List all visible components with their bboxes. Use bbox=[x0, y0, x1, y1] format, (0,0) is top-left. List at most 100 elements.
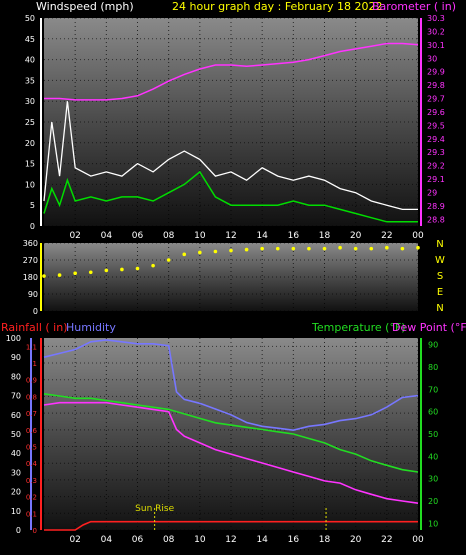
wind-gust-line bbox=[43, 101, 418, 211]
wind-tick-label: 35 bbox=[25, 76, 35, 85]
barometer-tick-label: 29.7 bbox=[427, 95, 445, 104]
direction-point bbox=[198, 250, 202, 255]
rain-tick-label: 0.7 bbox=[26, 410, 37, 418]
compass-label: W bbox=[435, 255, 445, 266]
direction-point bbox=[275, 246, 280, 251]
x-tick-label: 00 bbox=[412, 535, 424, 545]
rain-tick-label: 0.4 bbox=[26, 460, 38, 468]
barometer-tick-label: 29.5 bbox=[427, 121, 445, 130]
barometer-tick-label: 29.8 bbox=[427, 81, 445, 90]
climate-x-axis: 02 04 06 08 10 12 14 16 18 20 22 00 bbox=[69, 535, 424, 545]
humidity-tick-label: 20 bbox=[11, 488, 21, 497]
wind-tick-label: 25 bbox=[25, 118, 35, 127]
barometer-tick-label: 29.2 bbox=[427, 162, 445, 171]
sunrise-label: Sun Rise bbox=[135, 504, 174, 514]
wind-series bbox=[43, 42, 419, 223]
rain-tick-label: 0.3 bbox=[26, 477, 37, 485]
x-tick-label: 16 bbox=[288, 535, 300, 545]
direction-point bbox=[166, 258, 171, 262]
x-tick-label: 06 bbox=[132, 535, 144, 545]
direction-point bbox=[182, 252, 187, 257]
x-tick-label: 18 bbox=[319, 231, 331, 241]
wind-tick-label: 5 bbox=[30, 201, 35, 210]
wind-y-axis: 0 5 10 15 20 25 30 35 40 45 50 bbox=[25, 14, 42, 231]
humidity-tick-label: 30 bbox=[11, 468, 21, 477]
x-tick-label: 20 bbox=[350, 231, 362, 241]
barometer-tick-label: 29.9 bbox=[427, 68, 445, 77]
direction-point bbox=[400, 246, 405, 251]
barometer-y-axis: 28.8 28.9 29 29.1 29.2 29.3 29.4 29.5 29.6 29.7 29… bbox=[420, 14, 445, 226]
x-tick-label: 22 bbox=[381, 231, 392, 241]
temperature-tick-label: 70 bbox=[428, 385, 438, 394]
rain-tick-label: 0.1 bbox=[26, 510, 37, 518]
temperature-tick-label: 30 bbox=[428, 475, 438, 484]
temperature-tick-label: 60 bbox=[428, 408, 438, 417]
direction-point bbox=[151, 263, 155, 268]
x-tick-label: 12 bbox=[225, 231, 236, 241]
direction-series bbox=[42, 245, 420, 278]
compass-label: E bbox=[437, 287, 443, 298]
humidity-tick-label: 40 bbox=[11, 449, 21, 458]
direction-point bbox=[88, 270, 93, 275]
direction-point bbox=[120, 267, 124, 272]
rain-tick-label: 0.8 bbox=[26, 393, 37, 401]
temperature-tick-label: 90 bbox=[428, 341, 438, 350]
rain-tick-label: 0.6 bbox=[26, 427, 38, 435]
barometer-tick-label: 30 bbox=[427, 54, 437, 63]
x-tick-label: 04 bbox=[101, 535, 113, 545]
humidity-tick-label: 50 bbox=[11, 430, 21, 439]
compass-label: N bbox=[436, 239, 443, 250]
direction-point bbox=[244, 247, 249, 252]
climate-series bbox=[43, 339, 419, 531]
x-tick-label: 12 bbox=[225, 535, 236, 545]
temperature-tick-label: 40 bbox=[428, 452, 438, 461]
direction-point bbox=[291, 246, 296, 251]
wind-tick-label: 40 bbox=[25, 56, 35, 65]
humidity-axis-title: Humidity bbox=[66, 321, 116, 334]
rain-tick-label: 0.2 bbox=[26, 494, 37, 502]
direction-point bbox=[57, 273, 62, 277]
humidity-tick-label: 0 bbox=[16, 526, 21, 535]
direction-point bbox=[260, 246, 264, 251]
x-tick-label: 16 bbox=[288, 231, 300, 241]
wind-tick-label: 10 bbox=[25, 180, 35, 189]
rain-tick-label: 1 bbox=[33, 360, 37, 368]
direction-point bbox=[385, 245, 389, 250]
temperature-axis-title: Temperature (°F) bbox=[311, 321, 406, 334]
humidity-tick-label: 80 bbox=[11, 372, 21, 381]
temperature-line bbox=[43, 393, 419, 473]
wind-tick-label: 30 bbox=[25, 97, 35, 106]
direction-point bbox=[229, 248, 233, 253]
x-tick-label: 04 bbox=[101, 231, 113, 241]
rain-tick-label: 0 bbox=[33, 527, 37, 535]
x-tick-label: 08 bbox=[163, 231, 175, 241]
direction-grid bbox=[44, 242, 419, 312]
barometer-tick-label: 28.9 bbox=[427, 202, 445, 211]
compass-label: S bbox=[437, 271, 443, 282]
rain-tick-label: 1.1 bbox=[26, 343, 37, 351]
temperature-tick-label: 10 bbox=[428, 519, 438, 528]
direction-point bbox=[307, 246, 311, 251]
x-tick-label: 08 bbox=[163, 535, 175, 545]
direction-point bbox=[213, 249, 218, 254]
rain-tick-label: 0.5 bbox=[26, 444, 37, 452]
x-tick-label: 20 bbox=[350, 535, 362, 545]
wind-grid bbox=[44, 17, 419, 227]
barometer-axis-title: Barometer ( in) bbox=[372, 0, 456, 13]
direction-point bbox=[369, 246, 374, 251]
rain-tick-label: 0.9 bbox=[26, 377, 37, 385]
x-tick-label: 02 bbox=[69, 535, 80, 545]
temperature-tick-label: 20 bbox=[428, 497, 438, 506]
dewpoint-line bbox=[43, 401, 419, 504]
rainfall-axis-title: Rainfall ( in) bbox=[1, 321, 68, 334]
direction-point bbox=[338, 245, 342, 250]
direction-point bbox=[416, 245, 420, 250]
direction-point bbox=[73, 271, 77, 276]
barometer-tick-label: 30.3 bbox=[427, 14, 445, 23]
temperature-tick-label: 80 bbox=[428, 363, 438, 372]
x-tick-label: 06 bbox=[132, 231, 144, 241]
dewpoint-axis-title: Dew Point (°F) bbox=[392, 321, 466, 334]
x-tick-label: 22 bbox=[381, 535, 392, 545]
